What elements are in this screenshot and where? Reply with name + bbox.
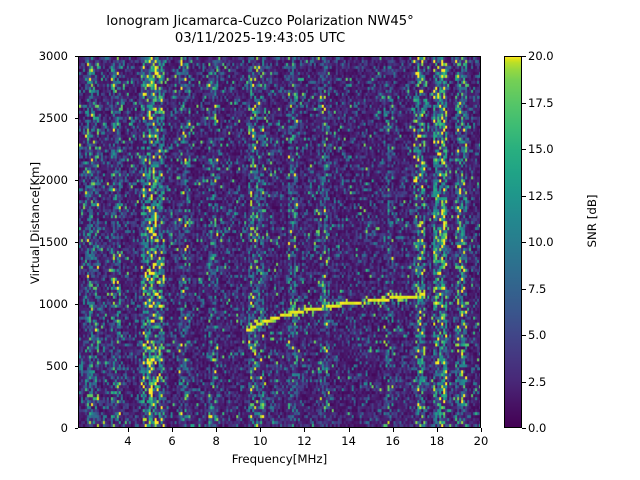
x-tick [304, 428, 306, 432]
x-tick-label: 18 [429, 434, 445, 448]
y-tick [74, 428, 78, 429]
x-tick [216, 428, 218, 432]
x-tick [436, 428, 438, 432]
colorbar-tick-label: 5.0 [528, 328, 547, 342]
y-tick-label: 1500 [38, 235, 68, 249]
y-axis-label: Virtual Distance[Km] [28, 161, 42, 285]
x-tick-label: 14 [341, 434, 356, 448]
plot-area [78, 56, 481, 428]
colorbar-tick [522, 195, 526, 197]
x-tick-label: 6 [168, 434, 176, 448]
x-tick-label: 8 [212, 434, 220, 448]
x-tick-label: 16 [385, 434, 400, 448]
x-tick-label: 12 [297, 434, 312, 448]
y-tick-label: 1000 [38, 297, 68, 311]
y-tick [74, 180, 78, 181]
colorbar-tick-label: 17.5 [528, 95, 554, 110]
colorbar-tick [522, 149, 526, 150]
colorbar-tick [522, 288, 526, 290]
colorbar [504, 56, 522, 428]
ionogram-heatmap-canvas [79, 57, 480, 427]
x-tick-label: 4 [124, 434, 132, 448]
title-line-1: Ionogram Jicamarca-Cuzco Polarization NW… [106, 14, 414, 29]
title-line-2: 03/11/2025-19:43:05 UTC [174, 30, 346, 46]
x-tick [392, 428, 394, 432]
y-tick-label: 2000 [38, 173, 68, 187]
colorbar-label: SNR [dB] [585, 194, 599, 248]
y-tick-label: 3000 [38, 49, 68, 63]
x-tick [127, 428, 129, 432]
x-axis-label: Frequency[MHz] [231, 452, 328, 466]
y-tick [74, 304, 78, 305]
y-tick-label: 500 [46, 359, 68, 373]
page-title: Ionogram Jicamarca-Cuzco Polarization NW… [0, 14, 520, 47]
y-tick [74, 242, 78, 243]
colorbar-tick-label: 12.5 [528, 188, 554, 203]
colorbar-tick [522, 56, 526, 57]
colorbar-tick [522, 242, 526, 243]
y-tick [74, 56, 78, 57]
colorbar-tick [522, 428, 526, 429]
x-tick-label: 10 [252, 434, 268, 448]
colorbar-tick [522, 102, 526, 104]
colorbar-tick-label: 15.0 [528, 142, 554, 156]
colorbar-tick-label: 10.0 [528, 235, 554, 249]
x-tick [260, 428, 262, 432]
y-tick-label: 2500 [38, 111, 68, 125]
colorbar-tick-label: 7.5 [528, 281, 547, 296]
colorbar-tick [522, 381, 526, 383]
x-tick [348, 428, 350, 432]
x-tick [172, 428, 173, 432]
x-tick-label: 20 [473, 434, 489, 448]
colorbar-tick-label: 2.5 [528, 374, 547, 389]
colorbar-tick [522, 335, 526, 336]
y-tick [74, 366, 78, 367]
colorbar-tick-label: 0.0 [528, 421, 547, 435]
x-tick [481, 428, 482, 432]
colorbar-tick-label: 20.0 [528, 49, 554, 63]
y-tick [74, 118, 78, 119]
y-tick-label: 0 [60, 421, 68, 435]
